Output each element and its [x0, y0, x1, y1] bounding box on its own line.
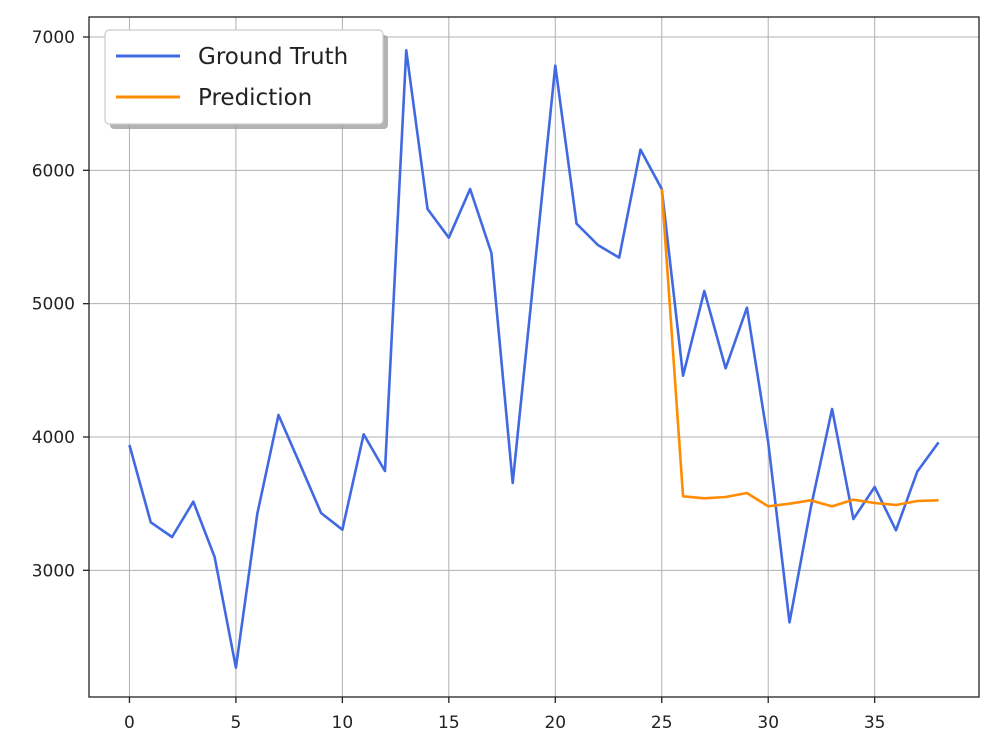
y-tick-label: 6000 [32, 161, 75, 181]
x-tick-label: 0 [124, 713, 135, 733]
y-tick-label: 5000 [32, 295, 75, 315]
y-tick-label: 3000 [32, 561, 75, 581]
x-tick-label: 25 [651, 713, 673, 733]
x-tick-label: 30 [757, 713, 779, 733]
x-tick-label: 35 [864, 713, 886, 733]
axis-ticks: 0 5 10 15 20 25 30 35 3000 4000 5000 6000 7000 [32, 28, 886, 733]
legend: Ground Truth Prediction [104, 29, 388, 129]
y-tick-label: 7000 [32, 28, 75, 48]
series-line-prediction [660, 188, 939, 508]
plot-frame [88, 16, 980, 698]
series-layer [128, 49, 940, 669]
legend-label-ground-truth: Ground Truth [198, 44, 348, 70]
x-tick-label: 20 [544, 713, 566, 733]
legend-box [104, 29, 384, 125]
x-tick-label: 5 [230, 713, 241, 733]
x-tick-label: 10 [332, 713, 354, 733]
grid-lines [89, 17, 979, 697]
y-tick-label: 4000 [32, 428, 75, 448]
series-line-ground-truth [128, 49, 940, 669]
legend-label-prediction: Prediction [198, 85, 312, 111]
x-tick-label: 15 [438, 713, 460, 733]
